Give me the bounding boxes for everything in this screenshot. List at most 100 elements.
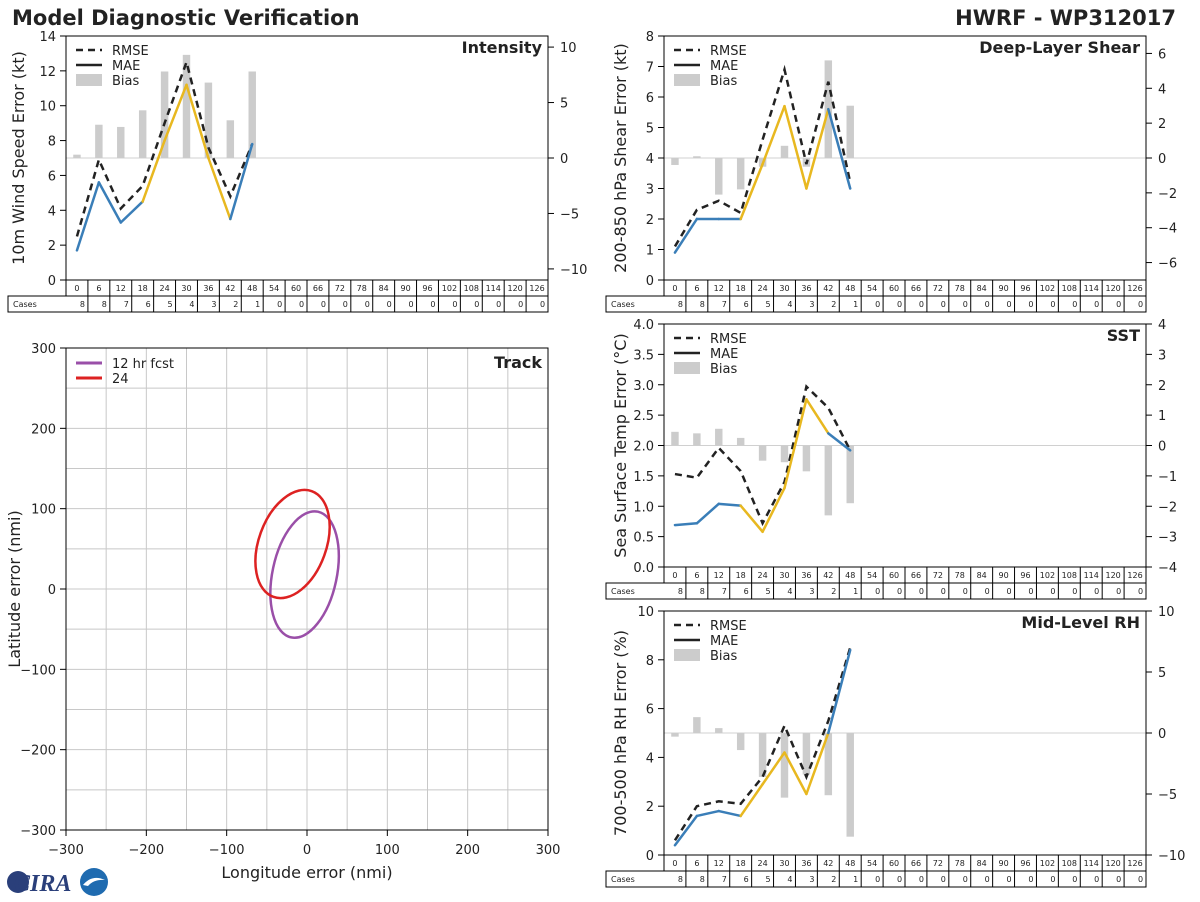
y-tick-label: 7 — [646, 61, 654, 76]
lead-hour-label: 12 — [116, 284, 126, 293]
lead-hour-label: 96 — [1020, 284, 1030, 293]
bias-bar — [780, 445, 789, 463]
y-tick-label: 3.0 — [633, 379, 654, 394]
bias-tick-label: 0 — [1158, 440, 1166, 455]
case-count: 0 — [1116, 300, 1121, 309]
cases-label: Cases — [611, 875, 635, 884]
track-ellipse — [254, 488, 331, 600]
case-count: 0 — [1072, 875, 1077, 884]
bias-tick-label: 6 — [1158, 47, 1166, 62]
bias-bar — [802, 445, 811, 472]
case-count: 0 — [897, 875, 902, 884]
y-tick-label: 8 — [646, 30, 654, 45]
lead-hour-label: 24 — [757, 571, 767, 580]
lead-hour-label: 30 — [779, 859, 789, 868]
y-tick-label: 1.5 — [633, 470, 654, 485]
noaa-bird-icon — [83, 877, 105, 886]
lead-hour-label: 90 — [998, 571, 1008, 580]
x-tick-label: 200 — [455, 843, 480, 858]
bias-tick-label: 3 — [1158, 348, 1166, 363]
case-count: 0 — [897, 300, 902, 309]
bias-tick-label: −3 — [1158, 531, 1177, 546]
case-count: 0 — [963, 875, 968, 884]
legend-bias-swatch — [674, 362, 700, 374]
lead-hour-label: 54 — [867, 571, 877, 580]
lead-hour-label: 84 — [977, 284, 987, 293]
bias-bar — [736, 733, 745, 751]
panel-sst: 0.00.51.01.52.02.53.03.54.0−4−3−2−101234… — [605, 318, 1177, 600]
rmse-line — [674, 384, 852, 527]
case-count: 4 — [787, 875, 792, 884]
lead-hour-label: 36 — [801, 571, 811, 580]
mae-segment — [783, 398, 808, 490]
lead-hour-label: 108 — [464, 284, 479, 293]
bias-tick-label: 0 — [1158, 152, 1166, 167]
y-tick-label: 4.0 — [633, 318, 654, 333]
lead-hour-label: 6 — [96, 284, 101, 293]
bias-tick-label: 4 — [1158, 318, 1166, 333]
case-count: 0 — [1050, 300, 1055, 309]
y-tick-label: 100 — [31, 503, 56, 518]
lead-hour-label: 0 — [672, 571, 677, 580]
y-axis-label: 10m Wind Speed Error (kt) — [9, 51, 28, 265]
bias-tick-label: −10 — [1158, 849, 1185, 864]
lead-hour-label: 72 — [933, 284, 943, 293]
bias-tick-label: 1 — [1158, 409, 1166, 424]
case-count: 0 — [963, 300, 968, 309]
mae-segment — [141, 139, 166, 203]
y-tick-label: 6 — [646, 703, 654, 718]
y-tick-label: 0.5 — [633, 531, 654, 546]
lead-hour-label: 24 — [757, 284, 767, 293]
mae-segment — [163, 83, 188, 142]
y-tick-label: 0.0 — [633, 561, 654, 576]
case-count: 0 — [409, 300, 414, 309]
bias-bar — [780, 733, 789, 798]
y-axis-label: 200-850 hPa Shear Error (kt) — [611, 43, 630, 273]
lead-hour-label: 72 — [933, 859, 943, 868]
mae-segment — [229, 142, 254, 221]
case-count: 0 — [1072, 300, 1077, 309]
case-count: 0 — [1072, 587, 1077, 596]
case-count: 4 — [189, 300, 194, 309]
mae-segment — [207, 156, 232, 221]
lead-hour-label: 30 — [181, 284, 191, 293]
case-count: 0 — [963, 587, 968, 596]
bias-bar — [846, 733, 854, 837]
y-tick-label: 2 — [646, 800, 654, 815]
y-tick-label: 0 — [48, 274, 56, 289]
legend-bias-swatch — [674, 649, 700, 661]
case-count: 7 — [722, 587, 727, 596]
lead-hour-label: 36 — [801, 859, 811, 868]
lead-hour-label: 120 — [1105, 284, 1120, 293]
lead-hour-label: 6 — [694, 571, 699, 580]
mae-segment — [783, 751, 808, 796]
case-count: 7 — [124, 300, 129, 309]
bias-tick-label: −2 — [1158, 187, 1177, 202]
legend-bias-label: Bias — [710, 362, 737, 377]
case-count: 0 — [299, 300, 304, 309]
lead-hour-label: 18 — [736, 859, 746, 868]
case-count: 6 — [744, 300, 749, 309]
mae-segment — [805, 731, 830, 796]
y-tick-label: 12 — [39, 65, 56, 80]
case-count: 0 — [941, 587, 946, 596]
lead-hour-label: 12 — [714, 859, 724, 868]
bias-bar — [73, 154, 81, 158]
bias-tick-label: −4 — [1158, 561, 1177, 576]
case-count: 0 — [985, 300, 990, 309]
lead-hour-label: 12 — [714, 571, 724, 580]
case-count: 8 — [678, 875, 683, 884]
bias-bar — [715, 428, 723, 446]
legend-mae-label: MAE — [710, 59, 738, 74]
y-axis-label: 700-500 hPa RH Error (%) — [611, 630, 630, 836]
lead-hour-label: 90 — [400, 284, 410, 293]
y-tick-label: 3 — [646, 183, 654, 198]
mae-segment — [695, 502, 721, 525]
lead-hour-label: 12 — [714, 284, 724, 293]
legend-rmse-label: RMSE — [710, 332, 747, 347]
y-tick-label: 8 — [48, 135, 56, 150]
y-tick-label: 300 — [31, 342, 56, 357]
mae-segment — [827, 432, 852, 452]
bias-bar — [758, 733, 767, 777]
